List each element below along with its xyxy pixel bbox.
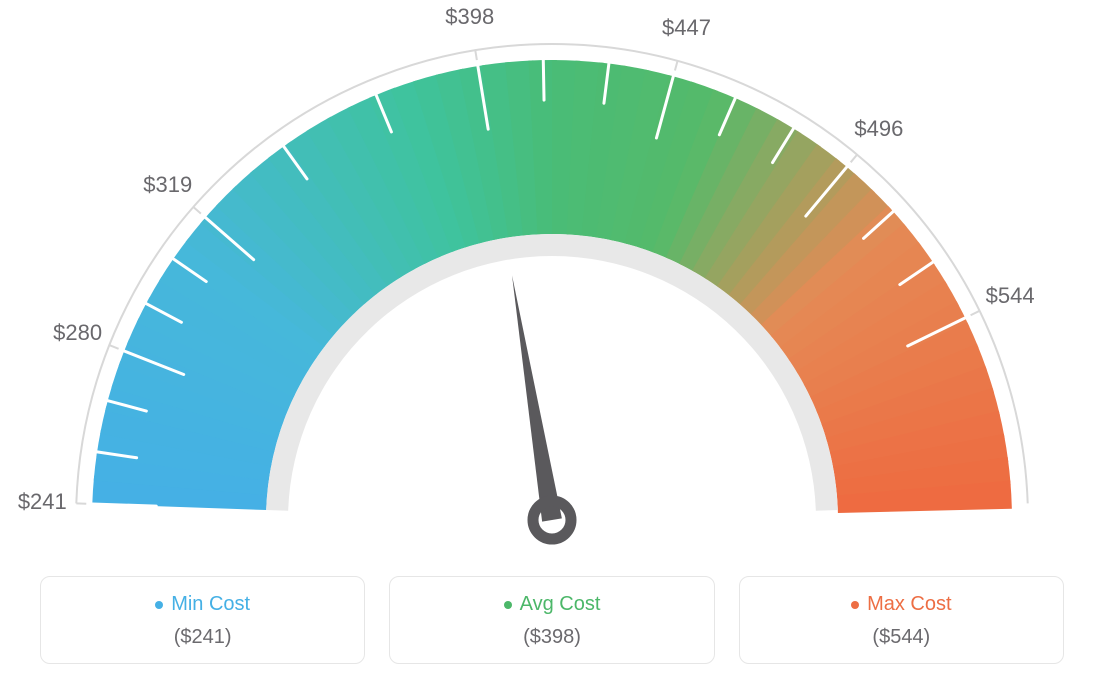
legend-dot-icon [504, 601, 512, 609]
gauge-tick-label: $496 [854, 116, 903, 142]
gauge-scale-nub [193, 207, 201, 214]
gauge-scale-nub [851, 155, 857, 163]
legend-box-min: Min Cost ($241) [40, 576, 365, 664]
legend-value-min: ($241) [41, 626, 364, 649]
cost-gauge: $241 $280 $319 $398 $447 $496 $544 [0, 0, 1104, 560]
legend-value-max: ($544) [740, 626, 1063, 649]
legend-dot-icon [851, 601, 859, 609]
legend-box-avg: Avg Cost ($398) [389, 576, 714, 664]
legend-title-max: Max Cost [851, 593, 951, 616]
gauge-needle [512, 275, 562, 521]
gauge-scale-nub [971, 311, 980, 315]
legend-title-avg: Avg Cost [504, 593, 601, 616]
gauge-scale-nub [109, 345, 118, 349]
legend-dot-icon [155, 601, 163, 609]
gauge-tick-label: $544 [986, 283, 1035, 309]
gauge-tick-label: $398 [445, 4, 494, 30]
gauge-tick-label: $280 [53, 320, 102, 346]
legend-label-avg: Avg Cost [520, 593, 601, 616]
gauge-tick-minor [543, 60, 544, 100]
gauge-scale-nub [675, 61, 678, 71]
gauge-svg [0, 0, 1104, 560]
legend-box-max: Max Cost ($544) [739, 576, 1064, 664]
legend-row: Min Cost ($241) Avg Cost ($398) Max Cost ($54… [0, 576, 1104, 664]
legend-value-avg: ($398) [390, 626, 713, 649]
gauge-tick-label: $241 [18, 489, 67, 515]
gauge-tick-label: $319 [143, 172, 192, 198]
gauge-tick-label: $447 [662, 15, 711, 41]
legend-label-max: Max Cost [867, 593, 951, 616]
gauge-scale-nub [475, 50, 477, 60]
legend-label-min: Min Cost [171, 593, 250, 616]
legend-title-min: Min Cost [155, 593, 250, 616]
